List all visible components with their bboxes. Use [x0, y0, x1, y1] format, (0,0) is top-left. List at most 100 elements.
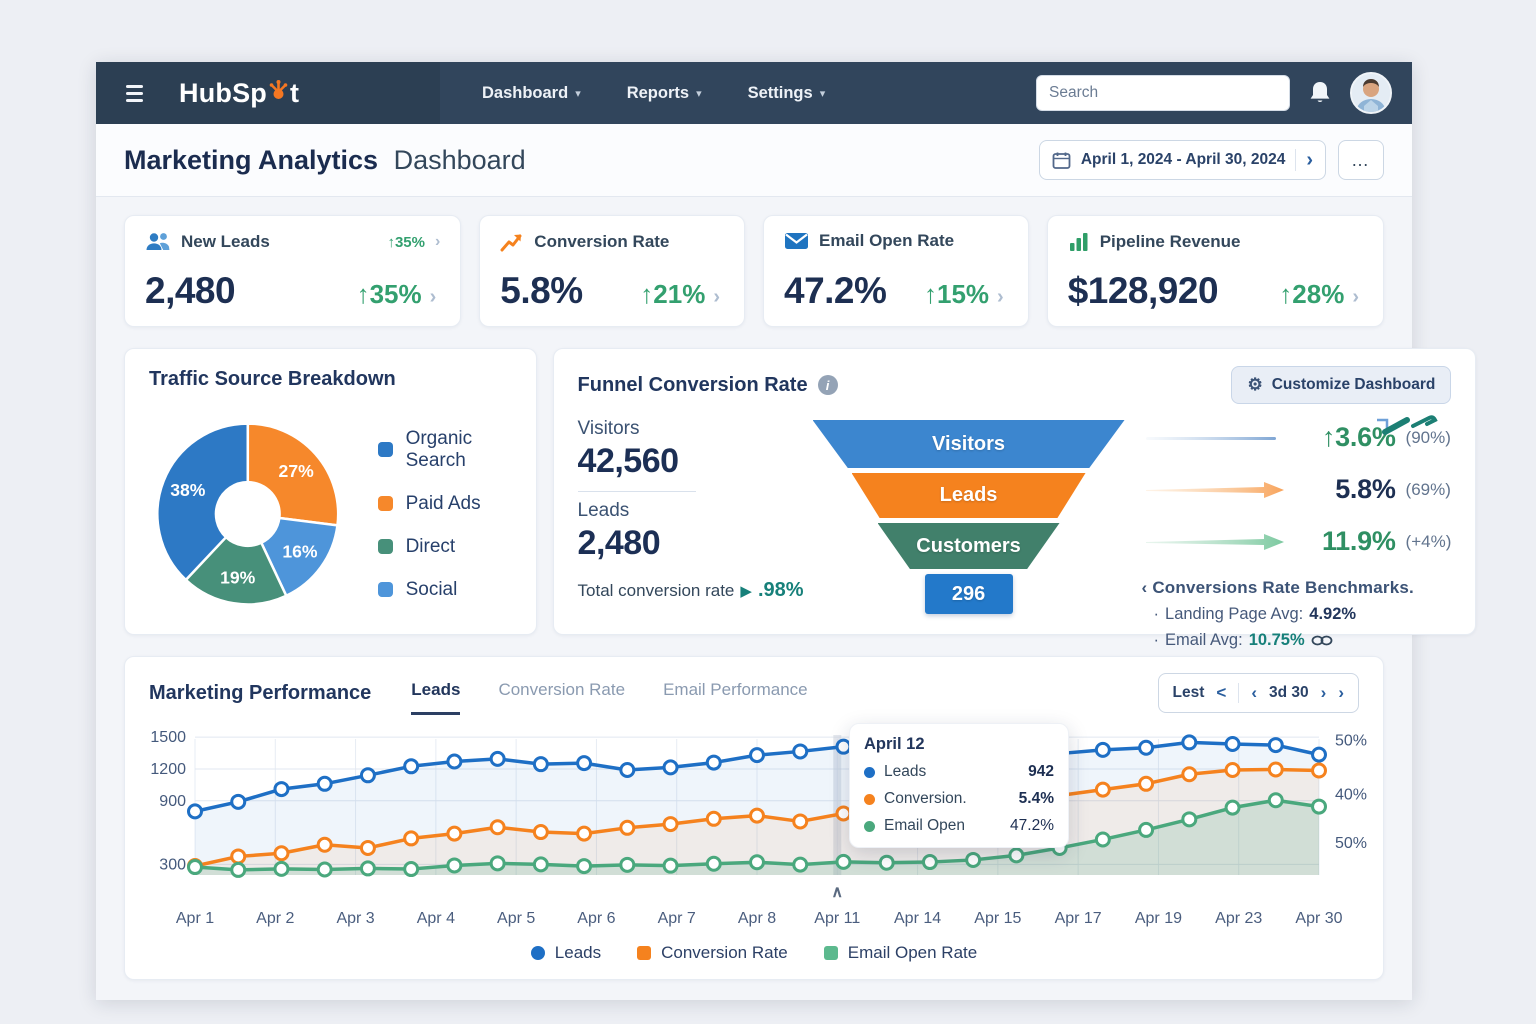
- funnel-stats: Visitors 42,560 Leads 2,480 Total conver…: [577, 414, 804, 650]
- legend-item-social[interactable]: Social: [377, 578, 512, 601]
- traffic-source-panel: Traffic Source Breakdown 27% 16% 19% 38% Or…: [124, 348, 537, 635]
- traffic-donut-chart[interactable]: 27% 16% 19% 38%: [149, 395, 352, 633]
- chart-range-control[interactable]: Lest < ‹ 3d 30 › ›: [1157, 673, 1359, 713]
- tab-conversion-rate[interactable]: Conversion Rate: [498, 679, 626, 699]
- nav-item-settings[interactable]: Settings ▾: [748, 84, 826, 103]
- date-range-button[interactable]: April 1, 2024 - April 30, 2024 ›: [1038, 140, 1326, 180]
- legend-label: Social: [405, 578, 458, 600]
- arrow-right-icon: [1142, 531, 1292, 553]
- funnel-stage-label: Leads: [939, 484, 998, 506]
- stat-label-leads: Leads: [577, 500, 630, 521]
- benchmarks-title: ‹ Conversions Rate Benchmarks.: [1141, 578, 1414, 597]
- stat-label-visitors: Visitors: [577, 418, 640, 439]
- svg-text:38%: 38%: [170, 480, 206, 500]
- funnel-chart[interactable]: Visitors Leads Customers 296: [804, 414, 1134, 650]
- calendar-icon: [1052, 152, 1071, 169]
- legend-item-conversion-rate[interactable]: Conversion Rate: [637, 943, 788, 963]
- nav-menu: Dashboard ▾ Reports ▾ Settings ▾: [482, 84, 825, 103]
- total-conversion-rate: Total conversion rate ▶ .98%: [578, 579, 804, 602]
- kpi-delta: ↑21%: [640, 279, 706, 309]
- tab-email-performance[interactable]: Email Performance: [663, 679, 808, 699]
- chevron-right-icon[interactable]: ›: [1306, 148, 1313, 171]
- customize-label: Customize Dashboard: [1271, 376, 1436, 393]
- next-icon[interactable]: ›: [1338, 683, 1344, 702]
- next-icon[interactable]: ›: [1320, 683, 1327, 702]
- info-icon[interactable]: i: [817, 375, 838, 395]
- funnel-stage-label: Customers: [916, 534, 1021, 557]
- performance-chart-area: 1500 1200 900 300 50% 40% 50% ∧ Apr 1 Apr 2 Apr 3 A…: [149, 723, 1367, 939]
- date-range-label: April 1, 2024 - April 30, 2024: [1080, 151, 1286, 168]
- kpi-card-conversion-rate[interactable]: Conversion Rate 5.8% ↑21% ›: [479, 215, 745, 327]
- bell-icon[interactable]: [1308, 80, 1332, 106]
- kpi-label: Email Open Rate: [819, 231, 955, 250]
- tooltip-value: 942: [1028, 763, 1054, 780]
- nav-item-dashboard[interactable]: Dashboard ▾: [482, 84, 581, 103]
- customize-dashboard-button[interactable]: ⚙ Customize Dashboard: [1231, 366, 1452, 404]
- chevron-down-icon: ▾: [819, 87, 826, 100]
- menu-icon[interactable]: [126, 84, 143, 102]
- nav-item-label: Dashboard: [482, 83, 569, 102]
- sprocket-icon: [269, 80, 288, 99]
- tooltip-row-email-open: Email Open 47.2%: [864, 817, 1054, 835]
- svg-text:Apr 17: Apr 17: [1055, 910, 1102, 927]
- svg-text:900: 900: [159, 793, 186, 810]
- chevron-right-icon[interactable]: ›: [713, 286, 720, 308]
- performance-line-chart[interactable]: 1500 1200 900 300 50% 40% 50% ∧ Apr 1 Apr 2 Apr 3 A…: [149, 723, 1389, 931]
- funnel-stage-leads[interactable]: Leads: [851, 473, 1086, 518]
- tab-leads[interactable]: Leads: [411, 680, 461, 715]
- benchmarks: ‹ Conversions Rate Benchmarks. · Landing…: [1142, 578, 1452, 650]
- fade-line-icon: [1142, 431, 1292, 445]
- funnel-panel-title: Funnel Conversion Rate: [577, 373, 808, 396]
- avatar[interactable]: [1350, 72, 1392, 114]
- kpi-card-new-leads[interactable]: New Leads ↑35% › 2,480 ↑35% ›: [124, 215, 462, 327]
- nav-item-reports[interactable]: Reports ▾: [627, 84, 702, 103]
- search-input[interactable]: [1036, 75, 1290, 111]
- legend-item-direct[interactable]: Direct: [377, 535, 512, 558]
- chevron-right-icon[interactable]: ›: [997, 286, 1004, 308]
- bullet: ·: [1153, 605, 1160, 623]
- chevron-down-icon: ▾: [575, 87, 581, 100]
- rate-value: 5.8%: [1335, 474, 1396, 504]
- tooltip-value: 5.4%: [1018, 790, 1054, 807]
- legend-item-paid-ads[interactable]: Paid Ads: [377, 493, 512, 515]
- performance-legend: Leads Conversion Rate Email Open Rate: [149, 939, 1359, 969]
- hubspot-logo[interactable]: HubSp t: [179, 78, 299, 109]
- funnel-stage-visitors[interactable]: Visitors: [812, 420, 1125, 468]
- nav-right: [1036, 72, 1412, 114]
- kpi-label: Conversion Rate: [534, 232, 670, 251]
- prev-icon[interactable]: ‹: [1251, 683, 1258, 702]
- legend-item-email-open-rate[interactable]: Email Open Rate: [823, 943, 977, 963]
- kpi-delta: ↑35%: [356, 279, 422, 309]
- bullet: ·: [1153, 631, 1160, 649]
- stat-value-leads: 2,480: [577, 524, 661, 562]
- svg-text:Apr 30: Apr 30: [1295, 910, 1342, 927]
- performance-panel-title: Marketing Performance: [149, 681, 372, 704]
- legend-item-leads[interactable]: Leads: [530, 943, 601, 963]
- tooltip-row-leads: Leads 942: [864, 763, 1054, 781]
- svg-text:Apr 8: Apr 8: [738, 910, 776, 927]
- trend-up-icon: [500, 234, 522, 252]
- benchmark-label: Email Avg:: [1165, 631, 1243, 649]
- mail-icon: [785, 233, 808, 249]
- more-button[interactable]: …: [1338, 140, 1384, 180]
- svg-text:Apr 6: Apr 6: [577, 910, 615, 927]
- funnel-panel: Funnel Conversion Rate i ⚙ Customize Das…: [552, 348, 1477, 649]
- legend-label: Direct: [405, 535, 456, 557]
- chevron-right-icon[interactable]: ›: [1352, 286, 1359, 308]
- chevron-left-icon[interactable]: <: [1216, 683, 1227, 702]
- kpi-card-email-open-rate[interactable]: Email Open Rate 47.2% ↑15% ›: [763, 215, 1029, 327]
- kpi-card-pipeline-revenue[interactable]: Pipeline Revenue $128,920 ↑28% ›: [1046, 215, 1384, 327]
- funnel-stage-count[interactable]: 296: [924, 574, 1013, 614]
- trend-icon: [1377, 415, 1439, 435]
- svg-text:Apr 4: Apr 4: [417, 910, 455, 927]
- legend-item-organic-search[interactable]: Organic Search: [377, 428, 512, 472]
- svg-text:Apr 11: Apr 11: [814, 910, 860, 927]
- chevron-right-icon[interactable]: ›: [434, 233, 441, 250]
- funnel-stage-customers[interactable]: Customers: [877, 523, 1060, 569]
- chevron-right-icon[interactable]: ›: [429, 286, 437, 308]
- rate-note: (69%): [1405, 479, 1451, 499]
- series-dot: [864, 793, 875, 805]
- divider: [577, 491, 696, 492]
- series-dot: [864, 766, 875, 778]
- kpi-label: Pipeline Revenue: [1099, 232, 1241, 251]
